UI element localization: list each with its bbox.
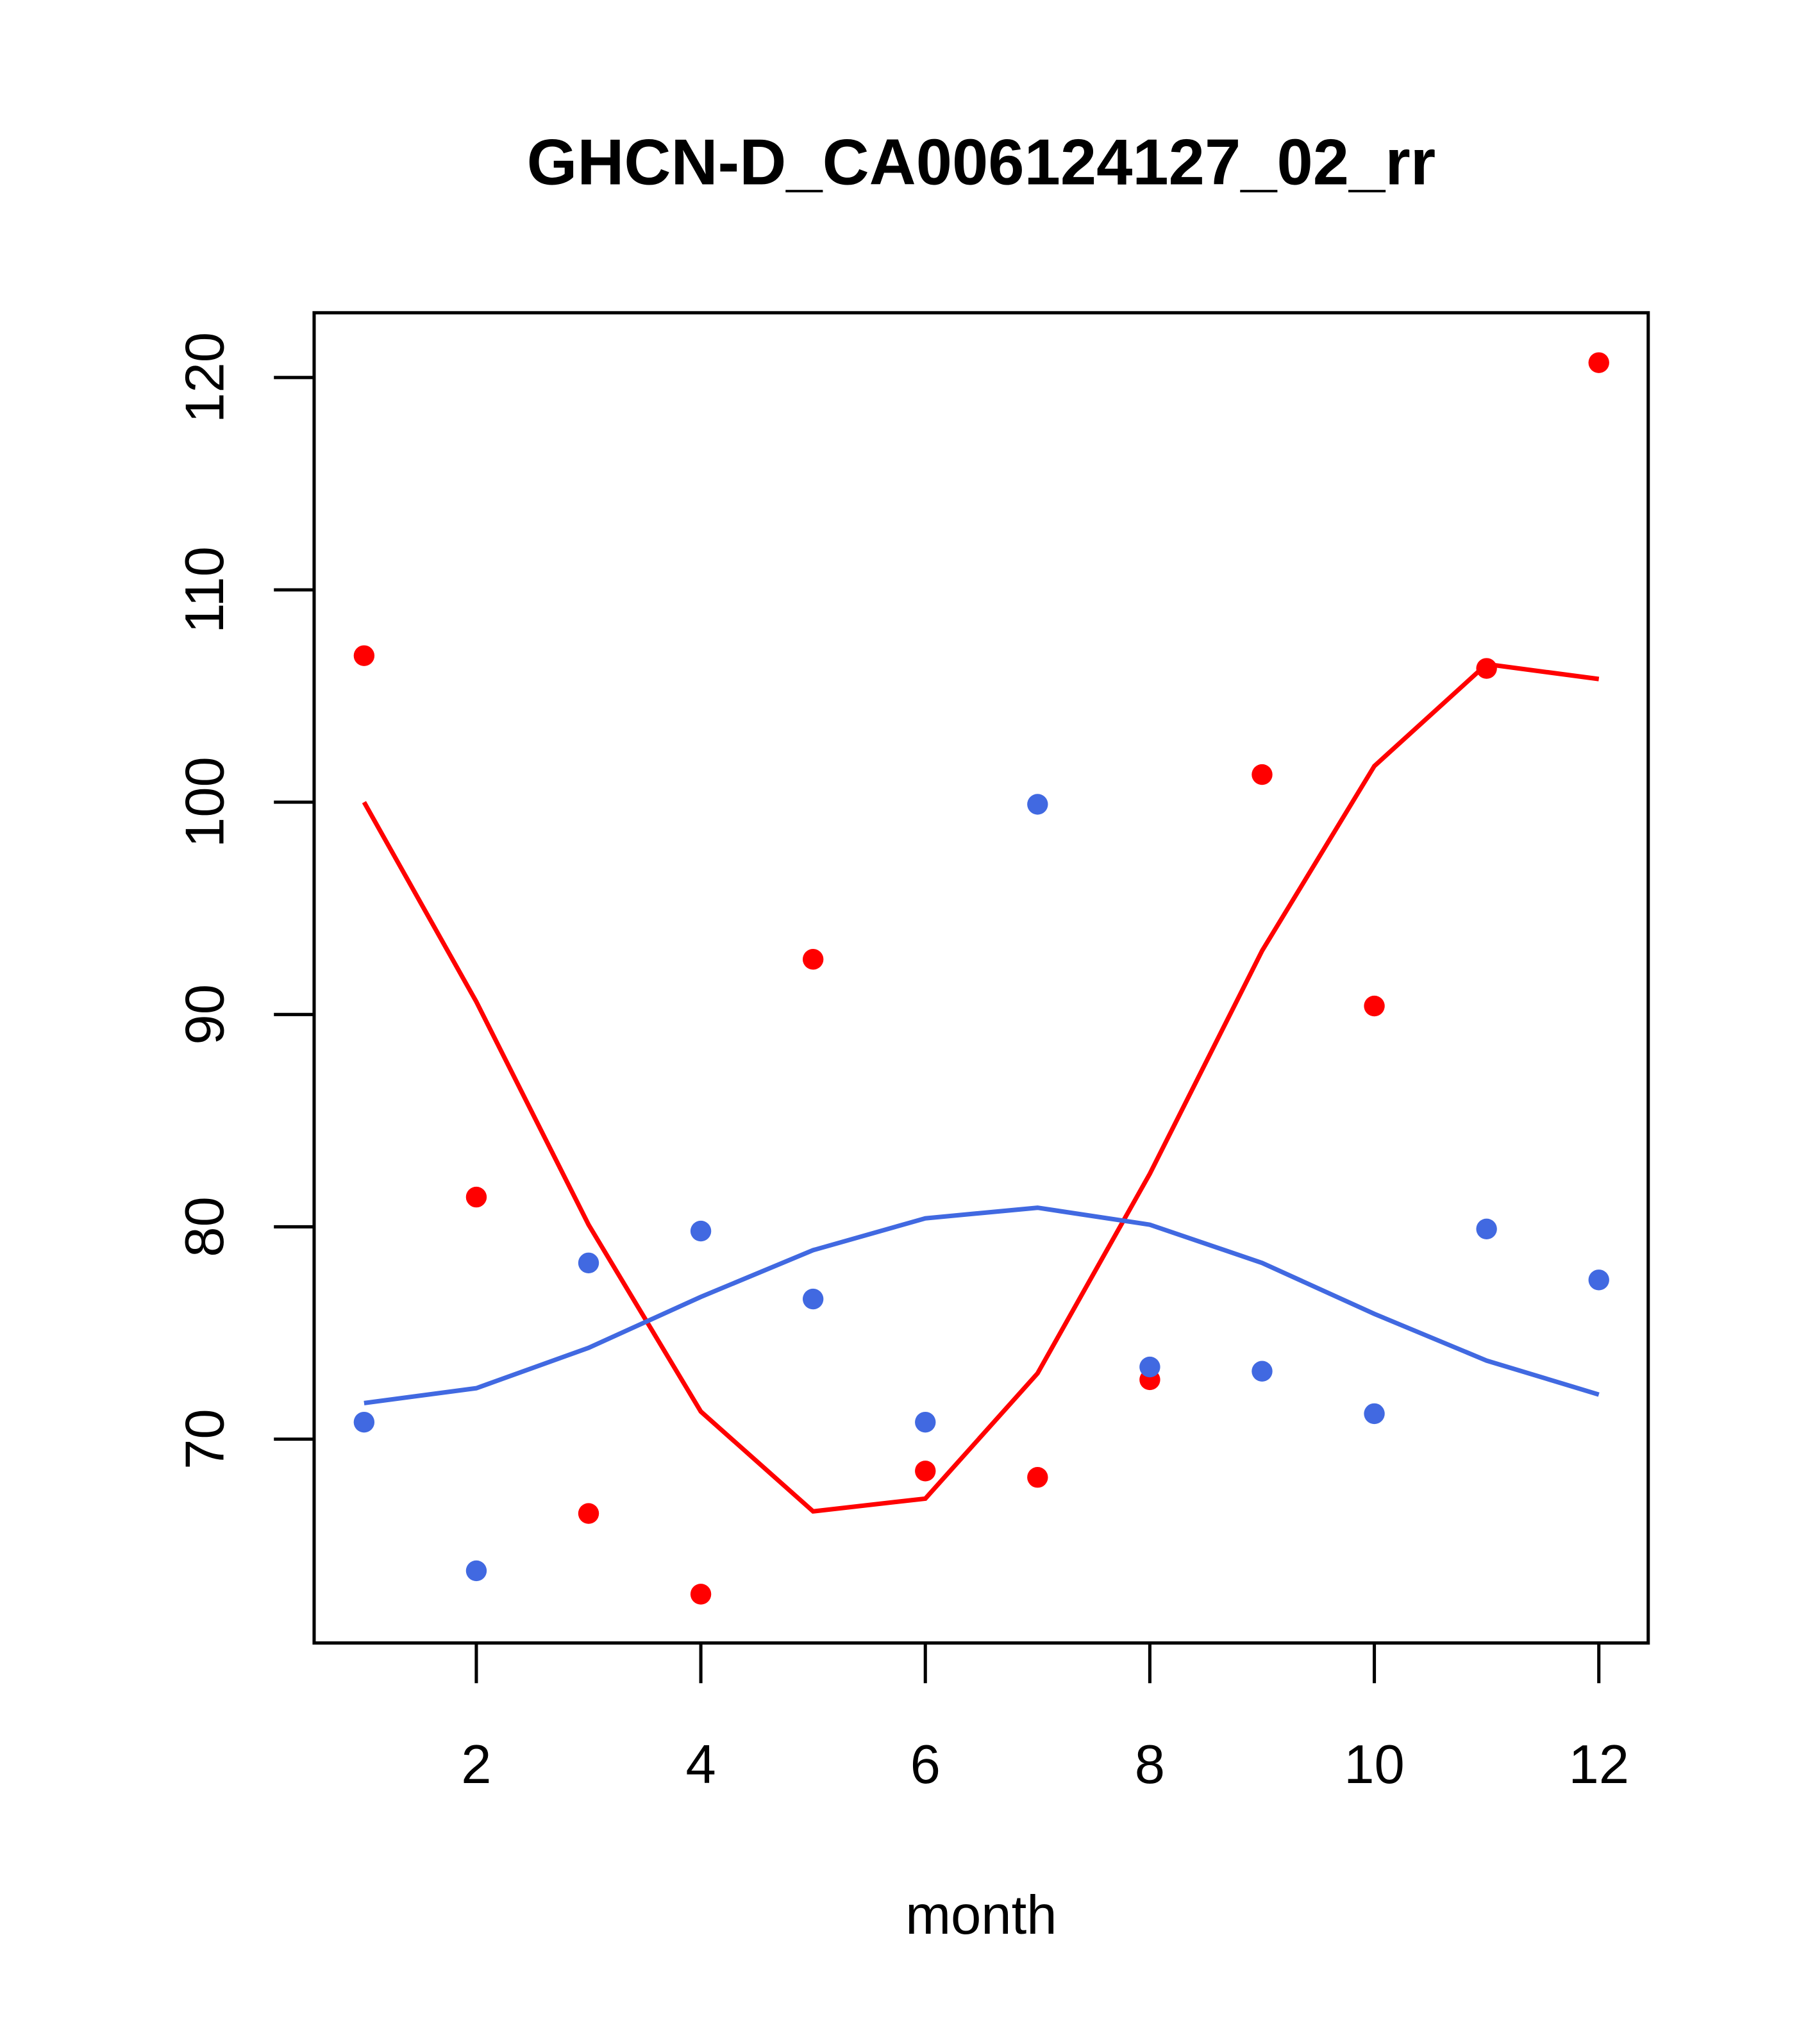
blue-point: [690, 1220, 712, 1242]
red-point: [802, 949, 824, 970]
x-tick-label: 2: [461, 1734, 491, 1795]
x-tick-label: 12: [1568, 1734, 1629, 1795]
red-point: [915, 1461, 936, 1482]
blue-point: [465, 1560, 487, 1582]
x-tick-label: 6: [910, 1734, 941, 1795]
plot-box: [312, 311, 1650, 1645]
red-point: [1588, 352, 1609, 373]
y-tick-label: 110: [174, 546, 235, 633]
red-point: [1476, 658, 1497, 679]
blue-point: [1139, 1356, 1160, 1378]
y-tick-label: 80: [174, 1196, 235, 1257]
blue-point: [1588, 1269, 1609, 1291]
blue-point: [1027, 794, 1048, 815]
red-point: [1364, 995, 1385, 1017]
red-point: [1027, 1467, 1048, 1488]
chart-title: GHCN-D_CA006124127_02_rr: [527, 126, 1436, 198]
x-tick-label: 8: [1135, 1734, 1165, 1795]
y-tick-label: 70: [174, 1409, 235, 1470]
x-tick-label: 4: [685, 1734, 716, 1795]
red-point: [353, 645, 375, 666]
series-layer: [353, 352, 1609, 1605]
blue-point: [1476, 1218, 1497, 1239]
red-point: [578, 1503, 599, 1524]
blue-point: [578, 1252, 599, 1273]
x-tick-label: 10: [1344, 1734, 1405, 1795]
y-tick-label: 120: [174, 332, 235, 423]
blue-point: [915, 1411, 936, 1433]
x-axis: 2 4 6 8 10 12: [461, 1643, 1629, 1795]
y-tick-label: 100: [174, 757, 235, 848]
red-point: [465, 1186, 487, 1208]
blue-line: [364, 1205, 1600, 1405]
blue-point: [1364, 1403, 1385, 1425]
blue-point: [353, 1411, 375, 1433]
red-point: [690, 1584, 712, 1605]
x-axis-label: month: [905, 1885, 1057, 1946]
y-tick-label: 90: [174, 984, 235, 1045]
y-axis: 70 80 90 100 110 120: [174, 332, 314, 1470]
blue-point: [1252, 1361, 1273, 1382]
blue-point: [802, 1288, 824, 1310]
red-point: [1252, 764, 1273, 785]
red-line: [362, 662, 1600, 1514]
